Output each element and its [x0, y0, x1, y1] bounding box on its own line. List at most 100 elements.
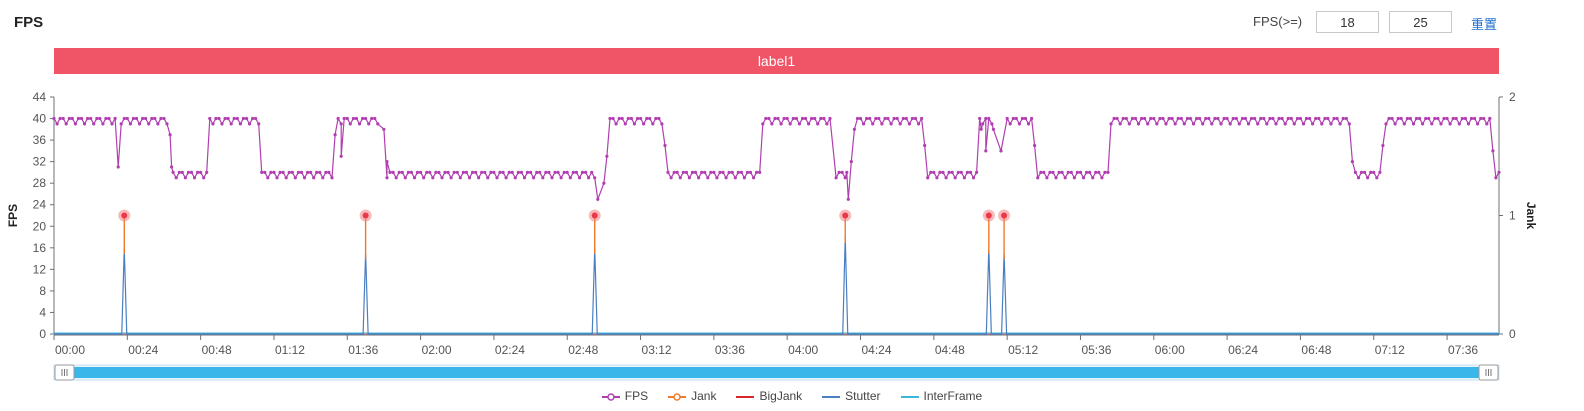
fps-point	[968, 170, 973, 174]
fps-point	[681, 170, 685, 174]
legend-item-fps[interactable]: FPS	[601, 389, 648, 403]
fps-point	[415, 170, 420, 174]
y-tick-label-left: 44	[33, 90, 47, 104]
fps-point	[871, 122, 875, 126]
fps-point	[1201, 122, 1205, 126]
fps-point	[1118, 122, 1122, 126]
fps-point	[64, 122, 68, 126]
fps-point	[1466, 122, 1471, 126]
fps-point	[1207, 116, 1211, 121]
fps-point	[666, 170, 670, 174]
fps-point	[623, 122, 627, 126]
fps-point	[422, 176, 426, 180]
fps-point	[1384, 122, 1388, 126]
fps-point	[351, 116, 355, 121]
fps-point	[593, 176, 597, 180]
x-tick-label: 04:24	[861, 343, 891, 357]
fps-point	[1433, 116, 1437, 121]
fps-point	[1460, 116, 1464, 121]
fps-point	[229, 122, 233, 126]
fps-point	[690, 170, 695, 174]
legend-item-interframe[interactable]: InterFrame	[900, 389, 982, 403]
x-tick-label: 02:00	[422, 343, 452, 357]
fps-point	[312, 176, 316, 180]
fps-point	[1225, 116, 1229, 121]
fps-point	[241, 116, 245, 121]
fps-point	[803, 116, 808, 121]
fps-point	[330, 176, 334, 180]
fps-point	[1494, 176, 1498, 180]
legend-item-jank[interactable]: Jank	[668, 389, 716, 403]
fps-point	[892, 116, 896, 121]
fps-point	[403, 176, 407, 180]
fps-point	[1146, 122, 1150, 126]
fps-point	[266, 176, 270, 180]
fps-point	[306, 170, 310, 174]
fps-point	[1314, 116, 1318, 121]
fps-point	[979, 127, 983, 131]
fps-point	[962, 176, 967, 180]
fps-point	[251, 116, 255, 121]
fps-point	[929, 170, 933, 174]
fps-point	[437, 170, 441, 174]
fps-point	[95, 116, 99, 121]
fps-point	[489, 170, 493, 174]
fps-point	[1390, 116, 1394, 121]
fps-point	[131, 116, 135, 121]
fps-point	[1311, 122, 1315, 126]
fps-point	[397, 170, 401, 174]
y-tick-label-right: 0	[1509, 327, 1516, 341]
label-bar[interactable]: label1	[54, 48, 1499, 74]
fps-point	[800, 116, 805, 121]
fps-point	[1491, 149, 1495, 153]
fps-threshold-high-input[interactable]	[1389, 11, 1452, 33]
fps-point	[978, 116, 982, 121]
x-tick-label: 05:36	[1081, 343, 1111, 357]
fps-point	[1228, 122, 1232, 126]
fps-threshold-low-input[interactable]	[1316, 11, 1379, 33]
jank-point	[121, 212, 128, 219]
fps-point	[700, 170, 704, 174]
fps-point	[1277, 116, 1281, 121]
fps-point	[1418, 116, 1422, 121]
fps-point	[208, 116, 212, 121]
fps-point	[544, 170, 548, 174]
fps-point	[648, 116, 652, 121]
fps-point	[1372, 170, 1376, 174]
fps-point	[1497, 170, 1501, 174]
fps-point	[1023, 116, 1028, 121]
legend-item-stutter[interactable]: Stutter	[822, 389, 881, 403]
fps-point	[1485, 122, 1489, 126]
fps-point	[89, 116, 93, 121]
fps-point	[412, 176, 417, 180]
fps-point	[791, 116, 795, 121]
series-stutter	[54, 237, 1499, 335]
fps-point	[1295, 116, 1299, 121]
y-tick-label-right: 2	[1509, 90, 1516, 104]
y-tick-label-left: 36	[33, 133, 47, 147]
reset-button[interactable]: 重置	[1471, 17, 1498, 32]
fps-point	[67, 116, 71, 121]
fps-point	[483, 170, 487, 174]
fps-point	[486, 176, 490, 180]
fps-point	[1161, 116, 1165, 121]
fps-point	[1081, 176, 1086, 180]
fps-point	[944, 176, 948, 180]
fps-point	[153, 116, 157, 121]
fps-point	[1344, 116, 1348, 121]
legend-item-bigjank[interactable]: BigJank	[736, 389, 802, 403]
fps-point	[849, 160, 853, 164]
fps-point	[1100, 176, 1104, 180]
fps-point	[254, 116, 258, 121]
legend-line-circle-icon	[601, 393, 620, 401]
fps-point	[608, 116, 612, 121]
fps-point	[577, 176, 582, 180]
fps-point	[1051, 170, 1055, 174]
fps-point	[739, 170, 744, 174]
fps-point	[971, 176, 976, 180]
x-tick-label: 02:24	[495, 343, 525, 357]
x-tick-label: 06:00	[1155, 343, 1185, 357]
fps-point	[846, 197, 850, 201]
fps-point	[956, 170, 960, 174]
